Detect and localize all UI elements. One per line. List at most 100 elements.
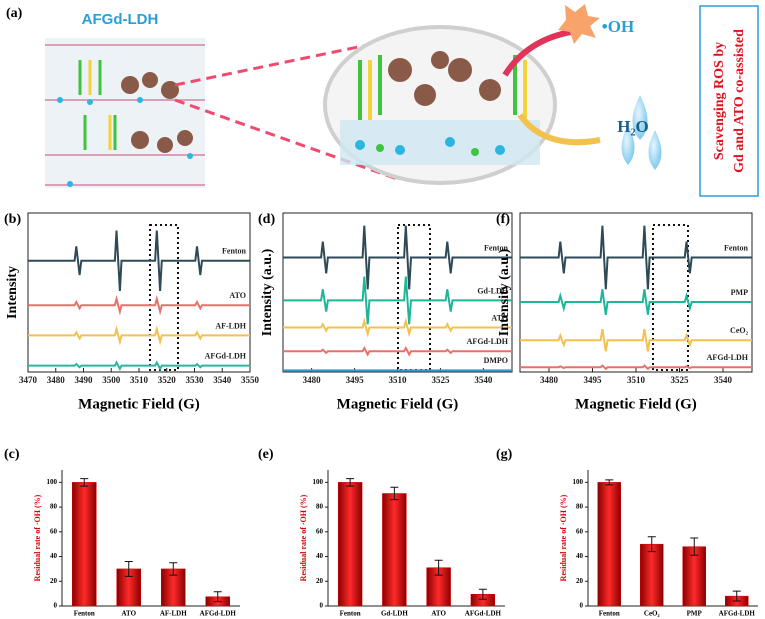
panel-label: (g) bbox=[496, 447, 513, 462]
x-tick-label: Fenton bbox=[599, 610, 620, 618]
x-tick-label: 3510 bbox=[389, 375, 408, 385]
spectrum bbox=[520, 364, 752, 371]
bar bbox=[640, 543, 664, 607]
error-bar bbox=[124, 560, 133, 577]
y-tick-label: 60 bbox=[50, 527, 58, 535]
x-tick-label: 3480 bbox=[47, 375, 66, 385]
y-tick-label: 100 bbox=[573, 478, 584, 486]
y-tick-label: 80 bbox=[576, 503, 584, 511]
x-tick-label: AFGd-LDH bbox=[200, 610, 237, 618]
bar bbox=[382, 493, 407, 607]
highlight-box bbox=[397, 224, 431, 371]
legend-label: CeO₂ bbox=[730, 326, 749, 335]
legend-label: DMPO bbox=[484, 356, 508, 365]
crystal-structure bbox=[45, 38, 205, 188]
spectrum bbox=[283, 317, 512, 338]
spectrum bbox=[28, 325, 250, 346]
y-tick-label: 80 bbox=[316, 503, 324, 511]
x-tick-label: 3540 bbox=[213, 375, 232, 385]
spectrum bbox=[520, 225, 752, 290]
error-bar bbox=[647, 536, 656, 553]
x-axis-label: Magnetic Field (G) bbox=[575, 396, 697, 412]
panel-label: (b) bbox=[4, 212, 21, 227]
x-tick-label: 3540 bbox=[474, 375, 493, 385]
bar bbox=[337, 482, 363, 607]
x-tick-label: Gd-LDH bbox=[381, 610, 408, 618]
y-tick-label: 100 bbox=[313, 478, 324, 486]
x-tick-label: 3495 bbox=[584, 375, 603, 385]
y-tick-label: 60 bbox=[576, 527, 584, 535]
panel-label: (f) bbox=[496, 212, 510, 227]
caption: Scavenging ROS by bbox=[712, 42, 727, 160]
y-axis-label: Intensity bbox=[5, 266, 20, 319]
y-axis-label: Residual rate of ·OH (%) bbox=[559, 494, 568, 581]
burst bbox=[558, 4, 600, 44]
y-tick-label: 20 bbox=[50, 577, 58, 585]
radical-label: •OH bbox=[602, 17, 634, 36]
legend-label: Gd-LDH bbox=[477, 286, 508, 295]
spectrum bbox=[283, 225, 512, 290]
plot-frame bbox=[27, 212, 251, 373]
drop bbox=[632, 95, 648, 140]
legend-label: ATO bbox=[229, 291, 246, 300]
legend-label: Fenton bbox=[724, 243, 749, 252]
legend-label: AFGd-LDH bbox=[467, 337, 509, 346]
error-bar bbox=[605, 479, 614, 486]
y-tick-label: 20 bbox=[316, 577, 324, 585]
x-axis-label: Magnetic Field (G) bbox=[78, 396, 200, 412]
x-tick-label: 3530 bbox=[186, 375, 205, 385]
x-tick-label: 3520 bbox=[158, 375, 177, 385]
x-tick-label: AFGd-LDH bbox=[719, 610, 756, 618]
y-axis-label: Intensity (a.u.) bbox=[260, 248, 275, 336]
drop bbox=[648, 130, 662, 170]
y-tick-label: 40 bbox=[576, 552, 584, 560]
legend-label: Fenton bbox=[222, 247, 247, 256]
schematic: (a) AFGd-LDH •OH bbox=[6, 4, 759, 197]
spectrum bbox=[283, 345, 512, 357]
y-tick-label: 40 bbox=[50, 552, 58, 560]
y-tick-label: 60 bbox=[316, 527, 324, 535]
zoom-contents bbox=[340, 51, 540, 165]
y-tick-label: 100 bbox=[47, 478, 58, 486]
x-tick-label: AFGd-LDH bbox=[465, 610, 502, 618]
error-bar bbox=[434, 559, 443, 576]
legend-label: ATO bbox=[491, 313, 508, 322]
caption-box bbox=[699, 5, 759, 197]
x-tick-label: 3490 bbox=[75, 375, 94, 385]
x-tick-label: ATO bbox=[431, 610, 446, 618]
spectrum bbox=[28, 294, 250, 316]
y-tick-label: 20 bbox=[576, 577, 584, 585]
legend-label: AF-LDH bbox=[215, 321, 246, 330]
x-axis-label: Magnetic Field (G) bbox=[337, 396, 459, 412]
y-axis-label: Residual rate of ·OH (%) bbox=[33, 494, 42, 581]
y-tick-label: 0 bbox=[320, 602, 324, 610]
plot-frame bbox=[519, 212, 753, 373]
error-bar bbox=[390, 486, 399, 501]
x-tick-label: 3480 bbox=[540, 375, 559, 385]
error-bar bbox=[213, 591, 222, 603]
legend-label: AFGd-LDH bbox=[707, 353, 749, 362]
x-tick-label: CeO₂ bbox=[644, 610, 660, 618]
x-tick-label: AF-LDH bbox=[160, 610, 187, 618]
spectrum bbox=[28, 230, 250, 291]
y-axis-label: Residual rate of ·OH (%) bbox=[299, 494, 308, 581]
x-tick-label: 3510 bbox=[627, 375, 646, 385]
x-tick-label: Fenton bbox=[74, 610, 95, 618]
spectrum bbox=[520, 328, 752, 352]
x-tick-label: ATO bbox=[121, 610, 136, 618]
x-tick-label: PMP bbox=[687, 610, 703, 618]
bar bbox=[116, 568, 142, 607]
bar bbox=[597, 482, 621, 607]
legend-label: PMP bbox=[731, 288, 748, 297]
spectrum bbox=[283, 276, 512, 325]
error-bar bbox=[478, 588, 487, 600]
x-tick-label: 3540 bbox=[714, 375, 733, 385]
x-tick-label: 3510 bbox=[130, 375, 149, 385]
y-tick-label: 80 bbox=[50, 503, 58, 511]
x-tick-label: Fenton bbox=[340, 610, 361, 618]
arrow-out bbox=[517, 113, 601, 146]
x-tick-label: 3480 bbox=[303, 375, 322, 385]
caption: Gd and ATO co-assisted bbox=[732, 29, 747, 173]
x-tick-label: 3525 bbox=[431, 375, 450, 385]
